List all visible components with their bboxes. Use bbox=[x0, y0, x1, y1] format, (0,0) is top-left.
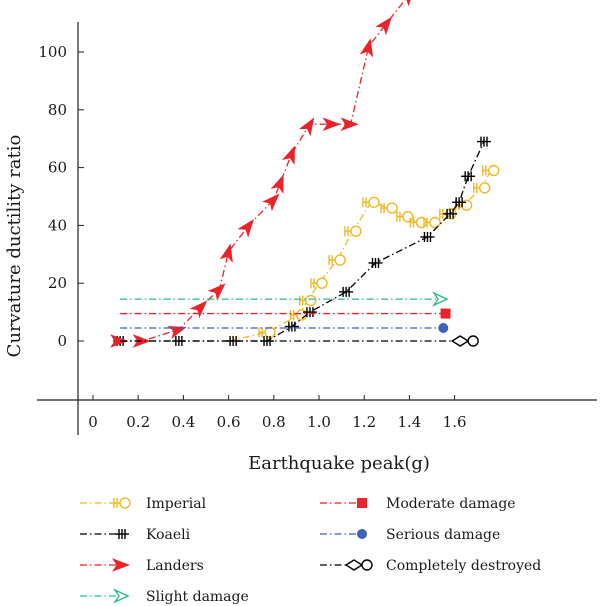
data-point bbox=[167, 326, 187, 339]
legend-item-koaeli: Koaeli bbox=[80, 527, 191, 543]
legend-item-slight-damage: Slight damage bbox=[80, 588, 249, 605]
x-axis-label: Earthquake peak(g) bbox=[248, 453, 430, 474]
data-point bbox=[340, 117, 359, 132]
series-line-landers bbox=[120, 0, 406, 342]
legend-label: Koaeli bbox=[146, 527, 191, 543]
legend-item-moderate-damage: Moderate damage bbox=[320, 496, 516, 512]
data-point bbox=[423, 216, 441, 229]
legend-item-landers: Landers bbox=[80, 558, 204, 574]
data-point bbox=[302, 307, 317, 318]
data-point bbox=[258, 326, 276, 339]
data-point bbox=[452, 197, 467, 208]
y-tick-label: 60 bbox=[48, 159, 67, 177]
x-tick-label: 1.6 bbox=[443, 413, 467, 431]
legend-item-serious-damage: Serious damage bbox=[320, 527, 500, 543]
legend-label: Slight damage bbox=[146, 589, 249, 605]
data-point bbox=[362, 196, 380, 208]
series-line-imperial bbox=[228, 170, 492, 342]
data-point bbox=[261, 193, 280, 212]
y-tick-label: 40 bbox=[48, 216, 67, 234]
data-point bbox=[344, 225, 362, 237]
y-tick-label: 20 bbox=[48, 274, 67, 292]
data-point bbox=[396, 211, 414, 223]
data-point bbox=[432, 291, 449, 307]
data-point bbox=[310, 277, 328, 289]
x-tick-label: 0.6 bbox=[217, 413, 241, 431]
y-tick-label: 0 bbox=[57, 332, 67, 350]
data-point bbox=[299, 294, 317, 307]
data-point bbox=[397, 0, 415, 7]
data-point bbox=[359, 38, 374, 58]
x-tick-label: 0.4 bbox=[171, 413, 195, 431]
series-imperial bbox=[228, 164, 500, 342]
legend-label: Completely destroyed bbox=[386, 558, 541, 574]
x-tick-label: 1.4 bbox=[397, 413, 421, 431]
data-point bbox=[110, 334, 129, 348]
data-point bbox=[219, 243, 233, 263]
data-point bbox=[270, 174, 284, 194]
series-landers bbox=[110, 0, 415, 348]
series-slight-damage bbox=[120, 291, 449, 307]
series-serious-damage bbox=[120, 322, 449, 333]
data-point bbox=[328, 254, 346, 266]
x-tick-label: 0.2 bbox=[126, 413, 150, 431]
data-point bbox=[473, 182, 491, 194]
x-tick-label: 0.8 bbox=[262, 413, 286, 431]
data-point bbox=[322, 117, 341, 132]
data-point bbox=[380, 202, 398, 214]
data-point bbox=[375, 16, 392, 36]
y-axis-label: Curvature ductility ratio bbox=[4, 135, 25, 358]
data-point bbox=[281, 145, 295, 165]
legend: Imperial Koaeli Landers Slight damage Modera… bbox=[80, 496, 541, 605]
data-point bbox=[461, 171, 476, 182]
y-tick-label: 100 bbox=[38, 43, 67, 61]
y-tick-label: 80 bbox=[48, 101, 67, 119]
data-point bbox=[440, 308, 451, 319]
series-layer bbox=[110, 0, 500, 348]
data-point bbox=[482, 164, 500, 177]
data-point bbox=[284, 321, 299, 332]
data-point bbox=[476, 136, 491, 147]
x-tick-label: 0 bbox=[88, 413, 98, 431]
series-moderate-damage bbox=[120, 308, 451, 319]
data-point bbox=[298, 117, 315, 137]
data-point bbox=[189, 300, 208, 319]
series-completely-destroyed bbox=[120, 335, 479, 347]
legend-label: Moderate damage bbox=[386, 496, 516, 512]
data-point bbox=[339, 286, 354, 297]
legend-item-imperial: Imperial bbox=[80, 496, 207, 512]
axes: 0 0.2 0.4 0.6 0.8 1.0 1.2 1.4 1.6 0 20 40 60 80 100 bbox=[37, 22, 597, 435]
legend-item-completely-destroyed: Completely destroyed bbox=[320, 558, 541, 574]
data-point bbox=[420, 231, 435, 242]
data-point bbox=[450, 335, 479, 347]
data-point bbox=[443, 208, 458, 219]
data-point bbox=[237, 218, 254, 238]
x-tick-label: 1.0 bbox=[307, 413, 331, 431]
data-point bbox=[368, 257, 383, 268]
x-tick-label: 1.2 bbox=[352, 413, 376, 431]
legend-label: Imperial bbox=[146, 496, 207, 512]
data-point bbox=[438, 322, 449, 333]
legend-label: Serious damage bbox=[386, 527, 500, 543]
legend-label: Landers bbox=[146, 558, 204, 574]
data-point bbox=[132, 334, 151, 348]
